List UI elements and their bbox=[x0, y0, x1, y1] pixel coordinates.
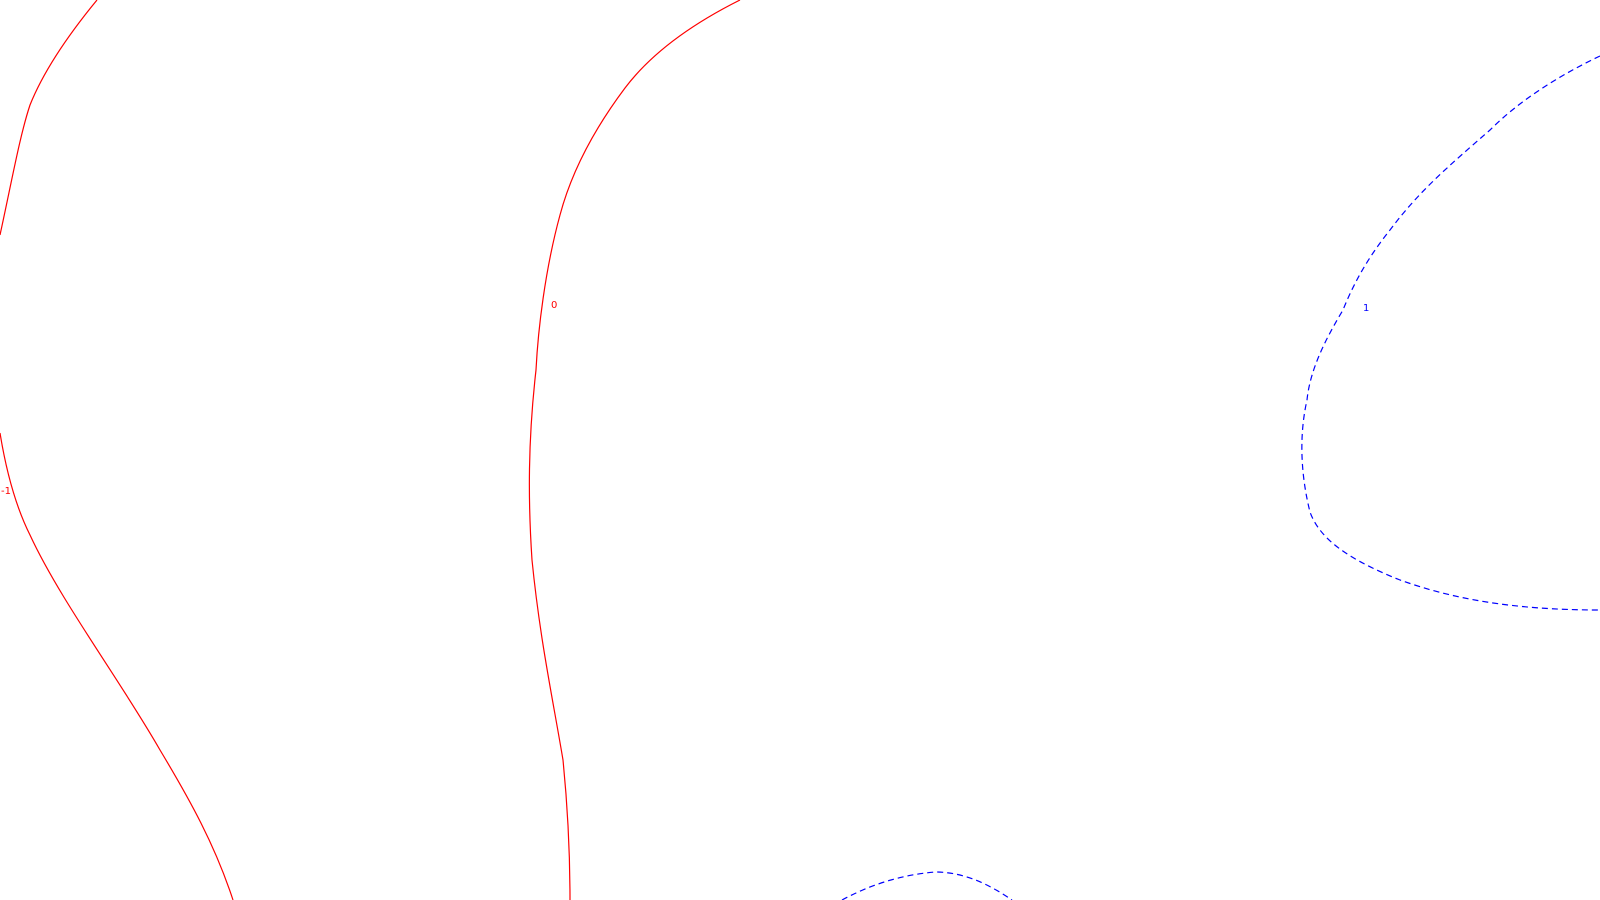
contour-label-minus-1: -1 bbox=[1, 486, 11, 497]
contour-label-0: 0 bbox=[551, 300, 557, 311]
contour-line-0 bbox=[528, 0, 741, 900]
contour-line-minus-1-lower bbox=[0, 432, 234, 900]
contour-line-minus-1 bbox=[0, 0, 98, 236]
contour-label-1: 1 bbox=[1363, 303, 1369, 314]
contour-line-1-right bbox=[1301, 55, 1600, 611]
